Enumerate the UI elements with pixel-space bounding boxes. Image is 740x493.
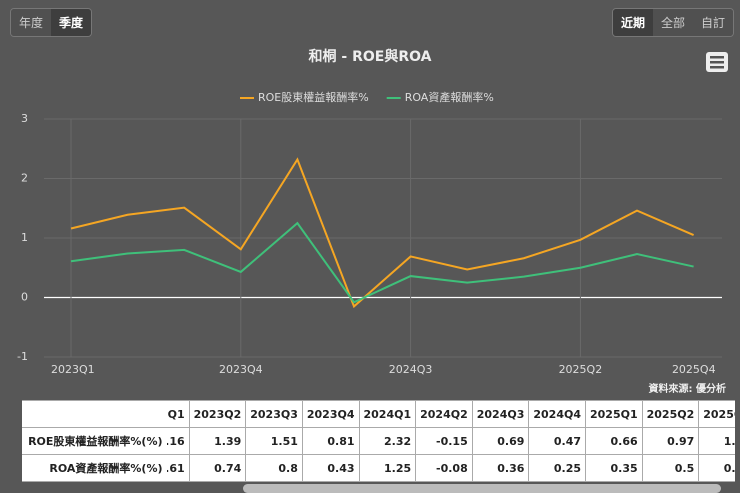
legend-label: ROA資產報酬率% xyxy=(405,90,494,104)
menu-icon[interactable] xyxy=(706,52,728,72)
table-cell: 0.43 xyxy=(301,454,360,482)
table-cell: -0.15 xyxy=(415,427,473,455)
table-cell: 0.69 xyxy=(471,427,530,455)
table-corner xyxy=(22,400,168,428)
table-cell: 0.8 xyxy=(245,454,303,482)
y-tick-label: -1 xyxy=(17,350,28,363)
table-header-cell: 2023Q3 xyxy=(245,400,303,428)
table-cell: 0.81 xyxy=(301,427,360,455)
legend-label: ROE股東權益報酬率% xyxy=(258,90,369,104)
table-row: ROE股東權益報酬率%(%) 1.16 1.39 1.51 0.81 2.32 -0.15 0… xyxy=(22,427,735,455)
table-cell: 0.35 xyxy=(585,454,643,482)
x-tick-label: 2025Q2 xyxy=(559,363,603,376)
table-cell: 0.74 xyxy=(188,454,247,482)
menu-bar[interactable] xyxy=(710,66,724,69)
table-header-cell: 2024Q1 xyxy=(358,400,417,428)
data-table: 2023Q12023Q22023Q32023Q42024Q12024Q22024… xyxy=(22,400,735,482)
table-header-cell: 2023Q4 xyxy=(301,400,360,428)
table-row-label: ROA資產報酬率%(%) xyxy=(22,454,168,482)
table-cell: -0.08 xyxy=(415,454,473,482)
chart: 和桐 - ROE與ROA -1 0 1 2 3 2023Q1 2023Q4 2024Q3 202… xyxy=(17,48,728,376)
x-tick-label: 2025Q4 xyxy=(672,363,716,376)
table-cell: 0.47 xyxy=(528,427,586,455)
table-cell: 0.36 xyxy=(471,454,530,482)
period-button[interactable]: 年度 xyxy=(11,9,52,36)
x-tick-label: 2023Q4 xyxy=(219,363,263,376)
menu-bar[interactable] xyxy=(710,61,724,64)
table-cell: 0.73 xyxy=(698,454,735,482)
table-cell: 1.39 xyxy=(188,427,247,455)
period-button[interactable]: 季度 xyxy=(51,9,92,36)
y-tick-label: 2 xyxy=(21,172,28,185)
range-button[interactable]: 全部 xyxy=(652,9,693,36)
range-toggle: 近期 全部 自訂 xyxy=(611,8,734,37)
table-header-cell: 2024Q4 xyxy=(528,400,586,428)
x-tick-label: 2023Q1 xyxy=(51,363,95,376)
range-button[interactable]: 自訂 xyxy=(692,9,733,36)
table-cell: 1.51 xyxy=(245,427,303,455)
table-header-cell: 2024Q2 xyxy=(415,400,473,428)
series-line xyxy=(70,221,694,304)
menu-bar[interactable] xyxy=(710,56,724,59)
table-header-cell: 2025Q1 xyxy=(585,400,643,428)
period-toggle: 年度 季度 xyxy=(10,8,93,37)
table-header-cell: 2024Q3 xyxy=(471,400,530,428)
table-cell: 1.25 xyxy=(358,454,417,482)
series-line xyxy=(70,157,694,309)
table-cell: 2.32 xyxy=(358,427,417,455)
y-tick-label: 1 xyxy=(21,231,28,244)
table-row: ROA資產報酬率%(%) 0.61 0.74 0.8 0.43 1.25 -0.08 0.36… xyxy=(22,454,735,482)
chart-title: 和桐 - ROE與ROA xyxy=(309,48,432,65)
table-header-cell: 2025Q3 xyxy=(698,400,735,428)
source-note: 資料來源: 優分析 xyxy=(648,384,726,395)
table-header-cell: 2025Q2 xyxy=(641,400,700,428)
data-table-wrap: 2023Q12023Q22023Q32023Q42024Q12024Q22024… xyxy=(22,400,735,482)
range-button[interactable]: 近期 xyxy=(612,9,653,36)
y-tick-label: 0 xyxy=(21,291,28,304)
scrollbar[interactable] xyxy=(243,484,721,493)
table-cell: 1.46 xyxy=(698,427,735,455)
table-header-cell: 2023Q2 xyxy=(188,400,247,428)
table-cell: 0.97 xyxy=(641,427,700,455)
x-tick-label: 2024Q3 xyxy=(389,363,433,376)
table-cell: 0.25 xyxy=(528,454,586,482)
table-header-row: 2023Q12023Q22023Q32023Q42024Q12024Q22024… xyxy=(22,400,735,428)
table-row-label: ROE股東權益報酬率%(%) xyxy=(22,427,168,455)
y-tick-label: 3 xyxy=(21,112,28,125)
table-cell: 0.66 xyxy=(585,427,643,455)
table-cell: 0.5 xyxy=(641,454,700,482)
